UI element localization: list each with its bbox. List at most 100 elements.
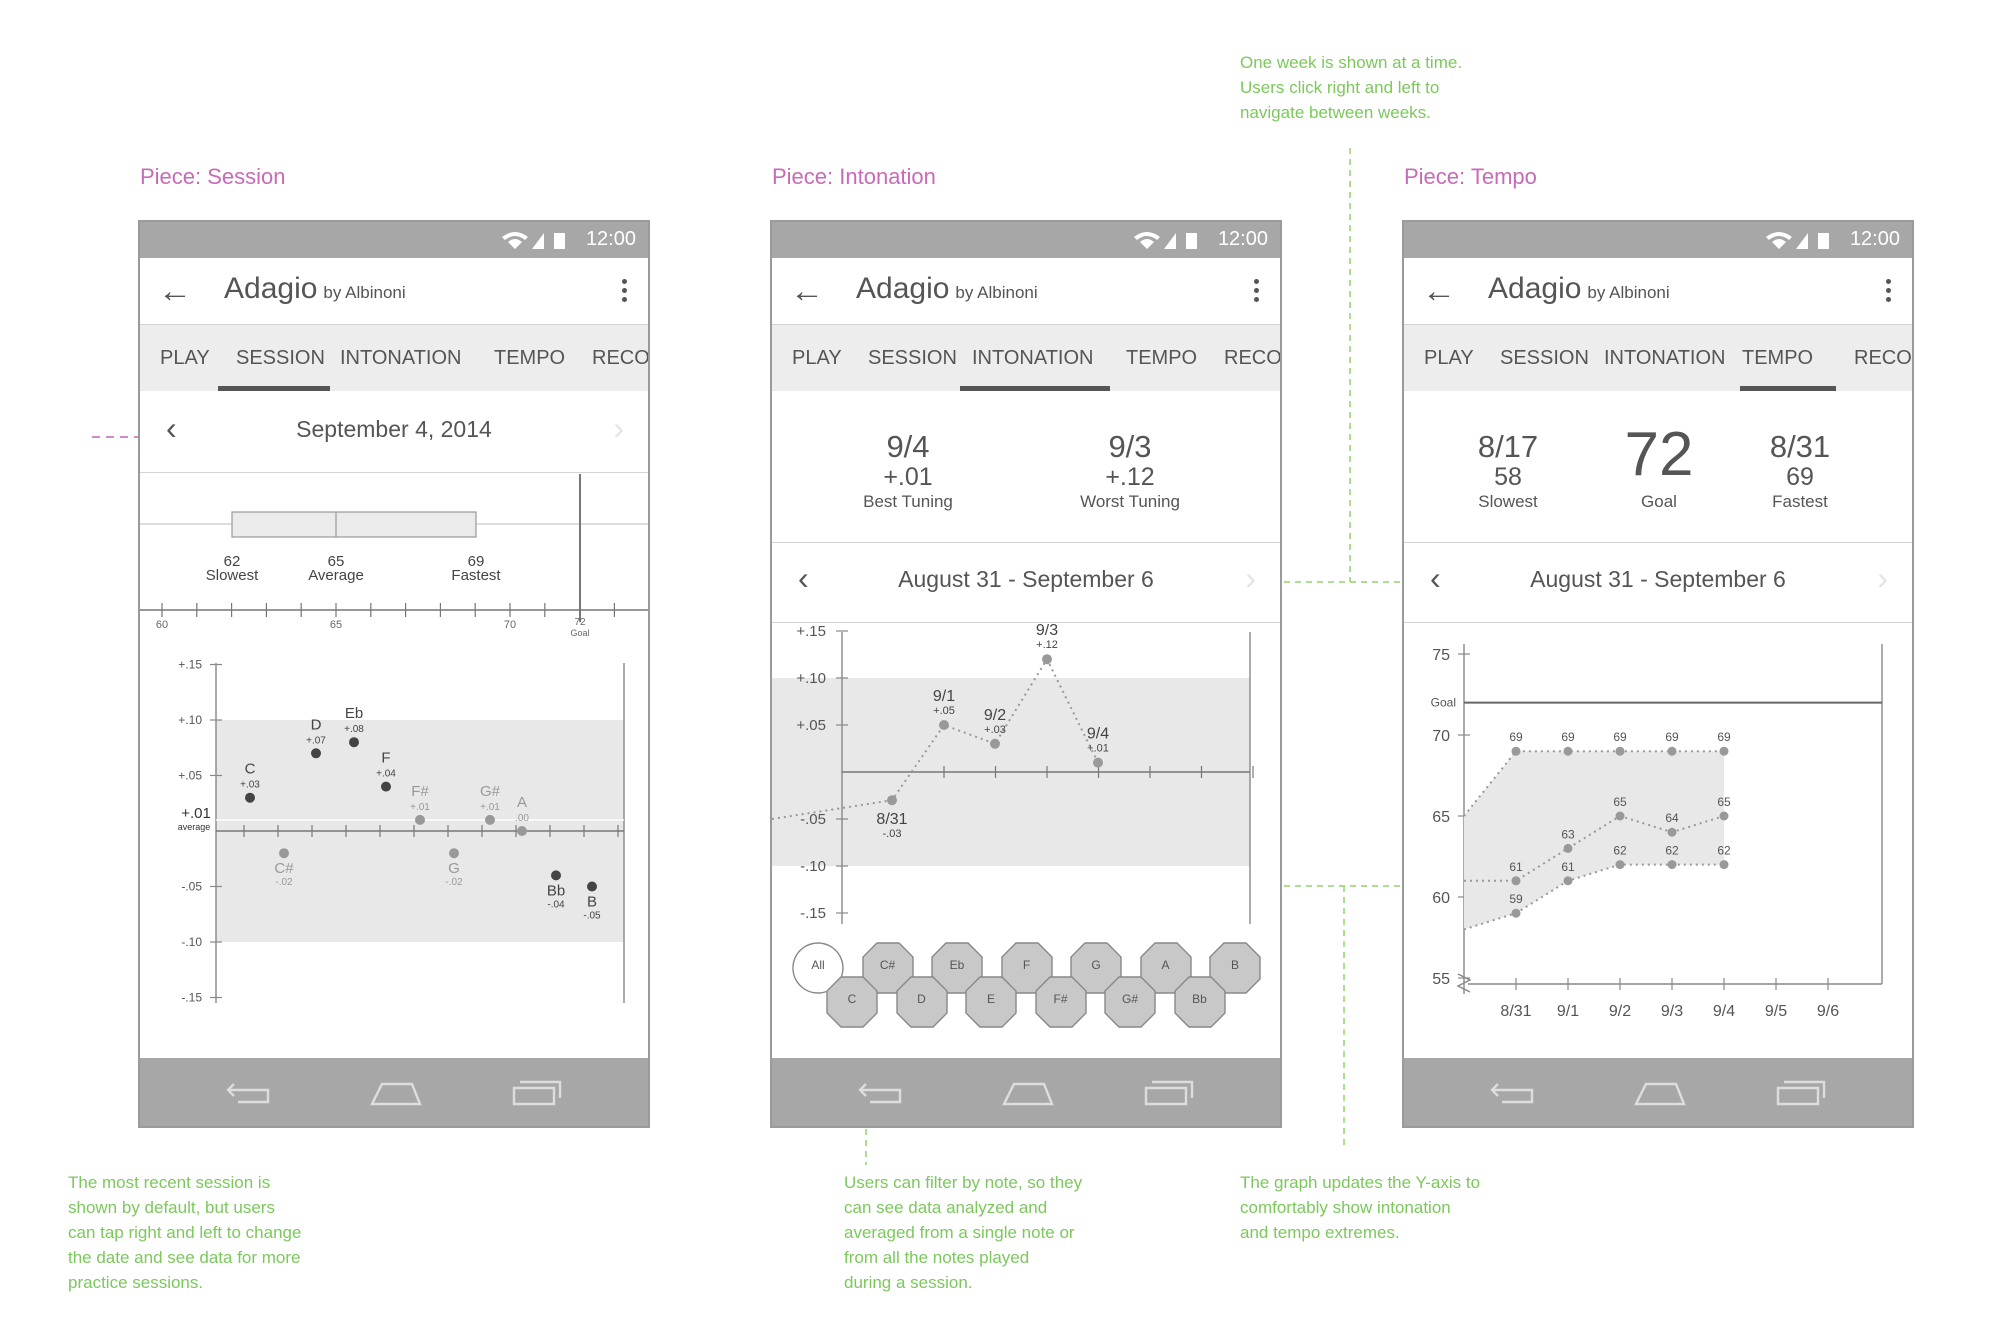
tab-intonation[interactable]: INTONATION (1604, 347, 1726, 369)
note-value: -.04 (547, 899, 565, 910)
note-value: -.05 (583, 911, 601, 922)
tab-tempo[interactable]: TEMPO (1126, 347, 1198, 369)
note-point-A (517, 826, 527, 836)
next-date-chevron-icon[interactable]: › (613, 410, 624, 446)
nav-home-icon[interactable] (1632, 1076, 1688, 1110)
note-value: +.01 (410, 802, 430, 813)
composer-label: by Albinoni (323, 283, 406, 302)
nav-back-icon[interactable] (224, 1076, 280, 1110)
box-axis-tick-60: 60 (156, 619, 168, 631)
note-point-F (381, 781, 391, 792)
week-range: August 31 - September 6 (898, 566, 1154, 592)
box-fastest-value: 69 (468, 553, 485, 570)
tab-play[interactable]: PLAY (792, 347, 842, 369)
note-filter-all[interactable]: All (792, 942, 844, 994)
system-nav-bar (772, 1058, 1280, 1126)
annotation-note-filter: Users can filter by note, so they can se… (844, 1173, 1083, 1292)
intonation-line (772, 657, 1099, 820)
more-vert-icon[interactable] (1254, 279, 1260, 306)
next-week-chevron-icon[interactable]: › (1245, 560, 1256, 596)
nav-home-icon[interactable] (368, 1076, 424, 1110)
fastest-value-label: 69 (1509, 730, 1523, 744)
note-filter-e[interactable]: E (965, 976, 1017, 1028)
y-tick-label: +.10 (178, 713, 202, 727)
note-filter-gsharp[interactable]: G# (1104, 976, 1156, 1028)
note-label: Eb (345, 705, 363, 722)
note-value: +.01 (480, 802, 500, 813)
note-filter-csharp[interactable]: C# (861, 942, 914, 994)
nav-back-icon[interactable] (1488, 1076, 1544, 1110)
nav-home-icon[interactable] (1000, 1076, 1056, 1110)
composer-label: by Albinoni (1587, 283, 1670, 302)
tab-record[interactable]: RECOR (1854, 347, 1912, 369)
note-filter-group: All C# Eb F G A B C D E F# G# Bb (772, 940, 1280, 1060)
x-tick-label: 8/31 (1500, 1003, 1531, 1020)
status-bar: 12:00 (772, 222, 1280, 258)
average-point-1 (1563, 843, 1573, 853)
more-vert-icon[interactable] (1886, 279, 1892, 306)
nav-back-icon[interactable] (856, 1076, 912, 1110)
app-bar: ← Adagio by Albinoni (1404, 258, 1912, 325)
y-tick-label: 55 (1432, 971, 1450, 988)
note-filter-d[interactable]: D (895, 976, 948, 1028)
previous-week-chevron-icon[interactable]: ‹ (1430, 560, 1441, 596)
goal-axis-label: Goal (1431, 696, 1456, 710)
next-week-chevron-icon[interactable]: › (1877, 560, 1888, 596)
average-label: average (178, 822, 211, 832)
note-filter-b[interactable]: B (1209, 942, 1261, 994)
note-point-B (587, 881, 597, 892)
note-filter-c[interactable]: C (826, 976, 878, 1028)
slowest-point-1 (1563, 876, 1573, 886)
previous-date-chevron-icon[interactable]: ‹ (166, 410, 177, 446)
tab-play[interactable]: PLAY (1424, 347, 1474, 369)
tab-intonation[interactable]: INTONATION (340, 347, 462, 369)
tab-session[interactable]: SESSION (1500, 347, 1589, 369)
x-tick-label: 9/1 (1557, 1003, 1579, 1020)
average-value-label: 64 (1665, 811, 1679, 825)
note-value: +.03 (240, 780, 260, 791)
nav-recents-icon[interactable] (510, 1076, 566, 1110)
intonation-point-0 (887, 795, 897, 806)
nav-recents-icon[interactable] (1142, 1076, 1198, 1110)
back-arrow-icon[interactable]: ← (1422, 272, 1456, 310)
intonation-content: 9/4 +.01 Best Tuning 9/3 +.12 Worst Tuni… (772, 392, 1280, 1060)
note-value: -.02 (445, 877, 463, 888)
point-value: +.12 (1036, 639, 1058, 651)
back-arrow-icon[interactable]: ← (790, 272, 824, 310)
tab-session[interactable]: SESSION (236, 347, 325, 369)
fastest-point-1 (1563, 746, 1573, 756)
back-arrow-icon[interactable]: ← (158, 272, 192, 310)
fastest-point-4 (1719, 746, 1729, 756)
box-axis-goal-label: Goal (570, 628, 589, 638)
status-bar: 12:00 (140, 222, 648, 258)
point-value: +.03 (984, 724, 1006, 736)
note-label: G# (480, 783, 501, 800)
box-fastest-label: Fastest (451, 567, 501, 584)
week-navigation-row: ‹ August 31 - September 6 › (772, 542, 1280, 623)
more-vert-icon[interactable] (622, 279, 628, 306)
tempo-box-plot: 62 Slowest 65 Average 69 Fastest 60 65 7… (140, 474, 648, 638)
x-tick-label: 9/2 (1609, 1003, 1631, 1020)
system-nav-bar (140, 1058, 648, 1126)
previous-week-chevron-icon[interactable]: ‹ (798, 560, 809, 596)
note-value: +.08 (344, 724, 364, 735)
phone-intonation: 12:00 ← Adagio by Albinoni PLAY SESSION I… (770, 220, 1282, 1128)
tab-session[interactable]: SESSION (868, 347, 957, 369)
tab-record[interactable]: RECOR (592, 347, 648, 369)
note-filter-fsharp[interactable]: F# (1034, 976, 1087, 1028)
slowest-point-2 (1615, 860, 1625, 870)
tab-intonation[interactable]: INTONATION (972, 347, 1094, 369)
status-time: 12:00 (1217, 228, 1268, 250)
tab-record[interactable]: RECOR (1224, 347, 1280, 369)
nav-recents-icon[interactable] (1774, 1076, 1830, 1110)
phone-session: 12:00 ← Adagio by Albinoni PLAY SESSION I… (138, 220, 650, 1128)
tab-tempo[interactable]: TEMPO (494, 347, 566, 369)
status-time: 12:00 (1849, 228, 1900, 250)
piece-label-session: Piece: Session (140, 164, 286, 189)
box-slowest-value: 62 (224, 553, 241, 570)
app-bar: ← Adagio by Albinoni (140, 258, 648, 325)
tab-play[interactable]: PLAY (160, 347, 210, 369)
fastest-value-label: 69 (1613, 730, 1627, 744)
tab-tempo[interactable]: TEMPO (1742, 347, 1814, 369)
note-filter-bb[interactable]: Bb (1173, 976, 1226, 1028)
